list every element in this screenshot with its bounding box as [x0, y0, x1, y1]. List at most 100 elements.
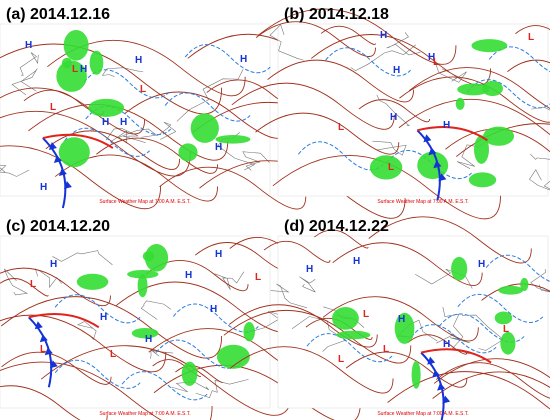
isobar: [229, 346, 394, 394]
dashed-line: [164, 92, 251, 122]
border-line: [105, 127, 146, 144]
isobar: [255, 112, 400, 155]
isobar: [436, 362, 550, 399]
border-line: [415, 268, 473, 289]
pressure-center: H: [50, 259, 57, 270]
isobar: [408, 67, 550, 109]
border-line: [77, 321, 97, 341]
border-line: [214, 271, 245, 290]
front-symbol: [58, 168, 67, 177]
isobar: [28, 104, 229, 161]
precip-area: [144, 244, 169, 272]
precip-area: [411, 360, 421, 389]
dashed-line: [466, 79, 550, 109]
pressure-center: H: [393, 65, 400, 76]
isobar: [0, 314, 167, 373]
isobar: [0, 361, 213, 420]
isobar: [322, 296, 479, 342]
precip-area: [474, 135, 489, 164]
border-line: [242, 151, 270, 171]
precip-area: [137, 273, 148, 298]
border-line: [4, 268, 29, 296]
border-line: [291, 316, 347, 352]
border-line: [372, 140, 407, 156]
precip-area: [483, 126, 515, 146]
front-symbol: [437, 382, 446, 391]
front-symbol: [442, 395, 451, 404]
precip-area: [216, 344, 250, 369]
precip-area: [142, 251, 155, 262]
pressure-center: H: [353, 256, 360, 267]
border-line: [530, 268, 550, 293]
isobar: [0, 43, 223, 115]
border-line: [461, 314, 504, 351]
pressure-center: H: [478, 259, 485, 270]
precip-area: [178, 143, 198, 162]
border-line: [0, 164, 30, 177]
front-symbol: [48, 142, 57, 151]
isobar: [310, 34, 492, 86]
pressure-center: H: [25, 40, 32, 51]
precip-area: [181, 361, 198, 386]
isobar: [40, 345, 293, 416]
panel-label: (c) 2014.12.20: [6, 218, 110, 235]
border-line: [269, 24, 304, 61]
pressure-center: H: [185, 270, 192, 281]
dashed-line: [325, 47, 411, 77]
precip-area: [500, 331, 516, 355]
dashed-line: [297, 141, 384, 171]
isobar: [358, 99, 430, 123]
pressure-center: H: [428, 52, 435, 63]
front-symbol: [433, 160, 442, 169]
pressure-center: H: [215, 249, 222, 260]
isobar: [263, 240, 331, 263]
precip-area: [451, 256, 468, 281]
precip-area: [76, 273, 109, 290]
border-line: [442, 306, 470, 355]
isobar: [407, 334, 468, 355]
pressure-center: H: [100, 312, 107, 323]
front-symbol: [39, 334, 48, 343]
isobar: [0, 145, 162, 210]
pressure-center: L: [338, 354, 344, 365]
panel-label: (d) 2014.12.22: [284, 218, 389, 235]
isobar: [398, 98, 550, 136]
dashed-line: [184, 44, 271, 74]
map-caption: Surface Weather Map at 7:00 A.M. E.S.T.: [377, 411, 468, 417]
border-line: [110, 128, 158, 144]
dashed-line: [457, 293, 544, 323]
precip-area: [471, 39, 508, 53]
border-line: [386, 32, 421, 56]
map-background: [0, 235, 271, 409]
pressure-center: H: [210, 304, 217, 315]
warm-front: [28, 312, 100, 329]
precip-area: [369, 155, 403, 180]
isobar: [345, 351, 468, 388]
border-line: [299, 276, 316, 293]
border-line: [140, 300, 172, 320]
precip-area: [243, 322, 256, 342]
dashed-line: [172, 303, 259, 333]
pressure-center: L: [140, 84, 146, 95]
border-line: [150, 348, 174, 359]
pressure-center: L: [72, 64, 78, 75]
border-line: [52, 250, 113, 266]
precip-area: [336, 330, 371, 340]
isobar: [267, 59, 415, 103]
pressure-center: H: [443, 339, 450, 350]
pressure-center: L: [40, 344, 46, 355]
precip-area: [468, 172, 497, 188]
pressure-center: L: [528, 32, 534, 43]
precip-area: [127, 269, 159, 279]
precip-area: [56, 60, 87, 92]
border-line: [529, 153, 550, 160]
dashed-line: [64, 127, 150, 157]
pressure-center: L: [110, 349, 116, 360]
precip-area: [520, 277, 529, 291]
pressure-center: L: [388, 162, 394, 173]
isobar: [314, 229, 369, 249]
pressure-center: L: [30, 279, 36, 290]
isobar: [432, 371, 550, 399]
